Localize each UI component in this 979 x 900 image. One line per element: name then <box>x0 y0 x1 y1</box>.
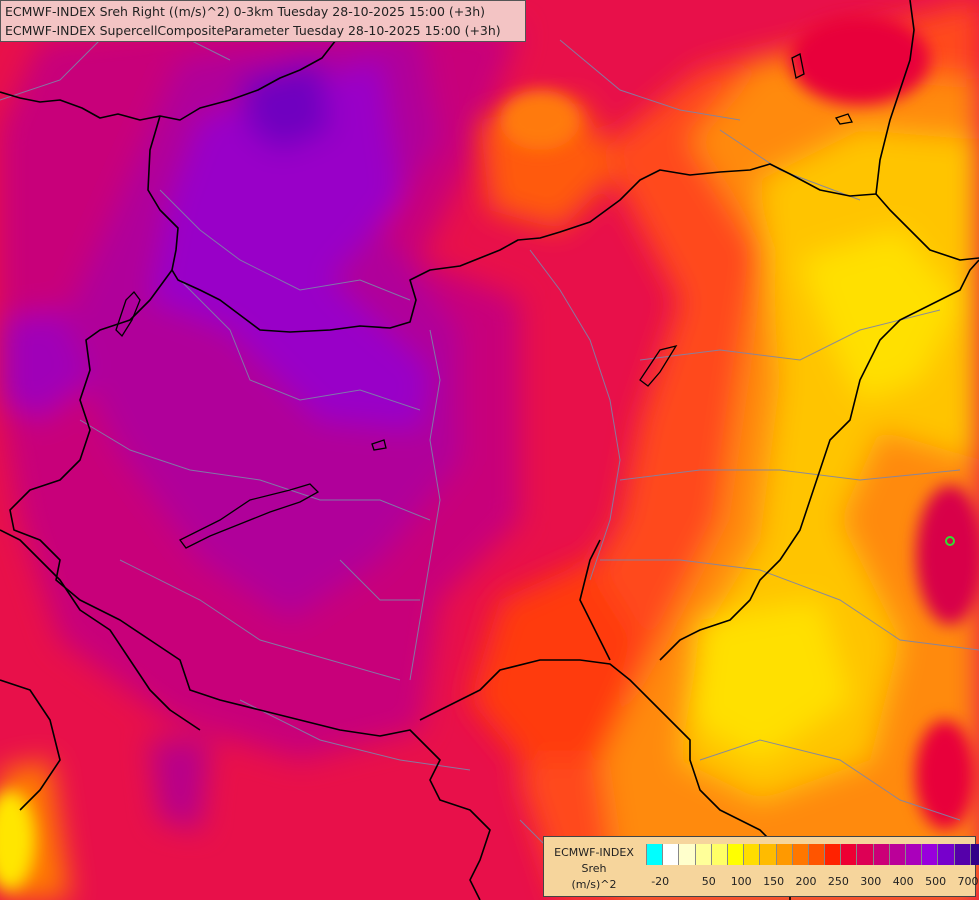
legend-swatch <box>694 844 711 865</box>
legend-tick-label: 150 <box>763 875 785 888</box>
legend-swatch <box>969 844 979 865</box>
legend-swatch <box>759 844 776 865</box>
scp-contour-marker <box>945 536 955 546</box>
legend-tick-label: 200 <box>795 875 817 888</box>
legend-tick-label: 50 <box>701 875 716 888</box>
legend-swatch <box>678 844 695 865</box>
lake-neusiedl <box>115 291 141 338</box>
lake-north <box>791 53 805 79</box>
legend-swatch <box>921 844 938 865</box>
legend-tick-label: 500 <box>925 875 947 888</box>
title-line-1: ECMWF-INDEX Sreh Right ((m/s)^2) 0-3km T… <box>5 4 485 19</box>
title-line-2: ECMWF-INDEX SupercellCompositeParameter … <box>5 23 501 38</box>
lake-small <box>371 439 387 451</box>
legend-swatch <box>937 844 954 865</box>
legend-tick-label: 100 <box>730 875 752 888</box>
legend-swatch <box>743 844 760 865</box>
legend-tick-label: 700 <box>957 875 979 888</box>
legend-tick-labels: -20 50 100 150 200 250 300 400 500 700 <box>646 875 978 889</box>
color-legend: ECMWF-INDEX Sreh (m/s)^2 -20 50 100 150 200 2… <box>543 836 979 897</box>
legend-swatch <box>791 844 808 865</box>
legend-name: ECMWF-INDEX <box>554 846 634 859</box>
lake-balaton <box>179 483 320 549</box>
legend-tick-label: 400 <box>892 875 914 888</box>
legend-swatch <box>840 844 857 865</box>
legend-swatch <box>824 844 841 865</box>
legend-unit: (m/s)^2 <box>571 878 617 891</box>
lake-northeast <box>834 113 853 125</box>
legend-labels: ECMWF-INDEX Sreh (m/s)^2 <box>544 845 644 893</box>
legend-swatch <box>953 844 970 865</box>
legend-tick-label: 300 <box>860 875 882 888</box>
lake-tisza <box>639 344 678 387</box>
legend-swatch <box>775 844 792 865</box>
legend-swatch <box>888 844 905 865</box>
legend-tick-label: -20 <box>651 875 670 888</box>
field-local-maxima <box>0 15 979 890</box>
legend-swatch <box>807 844 825 865</box>
map-title-box: ECMWF-INDEX Sreh Right ((m/s)^2) 0-3km T… <box>0 0 526 42</box>
legend-swatches <box>646 844 979 865</box>
legend-swatch <box>856 844 873 865</box>
legend-variable: Sreh <box>581 862 607 875</box>
legend-swatch <box>905 844 922 865</box>
legend-tick-label: 250 <box>827 875 849 888</box>
legend-swatch <box>726 844 744 865</box>
field-high-values <box>0 10 520 830</box>
legend-swatch <box>646 844 663 865</box>
legend-swatch <box>710 844 727 865</box>
legend-swatch <box>872 844 889 865</box>
legend-swatch <box>662 844 679 865</box>
lakes <box>115 53 853 549</box>
